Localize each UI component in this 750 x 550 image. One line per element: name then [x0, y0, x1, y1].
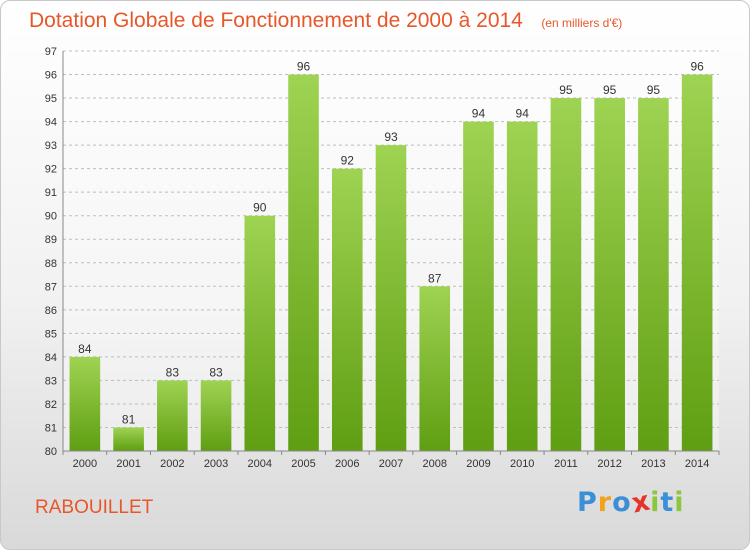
y-tick-label: 85 [45, 328, 57, 340]
value-label-2014: 96 [690, 60, 704, 74]
y-tick-label: 89 [45, 234, 57, 246]
y-tick-label: 95 [45, 93, 57, 105]
logo-letter: i [674, 487, 685, 518]
bar-2012 [594, 98, 625, 451]
bars: 84 81 83 83 90 96 92 93 87 94 94 95 95 95 96 [69, 60, 713, 452]
value-label-2001: 81 [122, 412, 136, 426]
value-label-2006: 92 [341, 154, 355, 168]
y-tick-label: 91 [45, 187, 57, 199]
y-tick-label: 80 [45, 446, 57, 458]
x-tick-label-2009: 2009 [466, 458, 490, 470]
y-tick-label: 83 [45, 375, 57, 387]
logo-letter: i [650, 487, 661, 518]
bar-2003 [200, 380, 232, 451]
bar-2007 [375, 145, 407, 451]
logo-letter: P [577, 487, 598, 518]
x-tick-label-2007: 2007 [379, 458, 403, 470]
x-tick-label-2001: 2001 [116, 458, 140, 470]
title-row: Dotation Globale de Fonctionnement de 20… [29, 9, 622, 33]
x-tick-label-2006: 2006 [335, 458, 359, 470]
y-tick-label: 90 [45, 211, 57, 223]
bar-2002 [157, 380, 188, 451]
x-tick-label-2002: 2002 [160, 458, 184, 470]
proxiti-logo: Proxiti [577, 485, 685, 519]
y-tick-label: 88 [45, 258, 57, 270]
value-label-2013: 95 [647, 83, 661, 97]
y-tick-label: 92 [45, 164, 57, 176]
x-tick-label-2010: 2010 [510, 458, 534, 470]
x-tick-label-2000: 2000 [73, 458, 97, 470]
x-tick-label-2012: 2012 [597, 458, 621, 470]
bar-2004 [244, 215, 276, 451]
y-tick-label: 93 [45, 140, 57, 152]
y-tick-label: 82 [45, 399, 57, 411]
bar-2001 [113, 427, 144, 451]
x-tick-label-2003: 2003 [204, 458, 228, 470]
bar-2014 [681, 74, 713, 451]
value-label-2009: 94 [472, 107, 486, 121]
value-label-2005: 96 [297, 60, 311, 74]
x-tick-label-2004: 2004 [248, 458, 272, 470]
bar-2005 [288, 74, 319, 451]
bar-2000 [69, 356, 101, 451]
y-tick-label: 84 [45, 352, 57, 364]
value-label-2002: 83 [166, 365, 180, 379]
x-tick-label-2014: 2014 [685, 458, 709, 470]
value-label-2000: 84 [78, 342, 92, 356]
bar-2013 [638, 98, 669, 451]
value-label-2004: 90 [253, 201, 267, 215]
y-tick-label: 86 [45, 305, 57, 317]
axes: 80 81 82 83 84 85 86 87 88 89 90 91 92 93 94 95 96 97 2000… [45, 46, 720, 470]
value-label-2012: 95 [603, 83, 617, 97]
y-tick-label: 96 [45, 70, 57, 82]
commune-name: RABOUILLET [35, 497, 154, 518]
x-tick-label-2011: 2011 [554, 458, 578, 470]
y-tick-label: 97 [45, 46, 57, 58]
logo-letter: o [612, 487, 632, 518]
y-tick-label: 87 [45, 281, 57, 293]
y-tick-label: 81 [45, 422, 57, 434]
chart-title: Dotation Globale de Fonctionnement de 20… [29, 9, 523, 32]
x-tick-label-2013: 2013 [641, 458, 665, 470]
value-label-2011: 95 [559, 83, 573, 97]
logo-letter: r [597, 487, 613, 518]
value-label-2003: 83 [209, 365, 223, 379]
value-label-2010: 94 [516, 107, 530, 121]
x-tick-label-2008: 2008 [422, 458, 446, 470]
bar-2008 [419, 286, 451, 451]
bar-2010 [506, 121, 538, 452]
bar-2011 [550, 98, 582, 451]
value-label-2008: 87 [428, 271, 442, 285]
y-tick-label: 94 [45, 117, 57, 129]
logo-letter: t [660, 487, 675, 518]
bar-2006 [331, 168, 363, 451]
bar-2009 [463, 121, 494, 452]
chart-subtitle: (en milliers d'€) [541, 16, 623, 30]
value-label-2007: 93 [384, 130, 398, 144]
x-tick-label-2005: 2005 [291, 458, 315, 470]
